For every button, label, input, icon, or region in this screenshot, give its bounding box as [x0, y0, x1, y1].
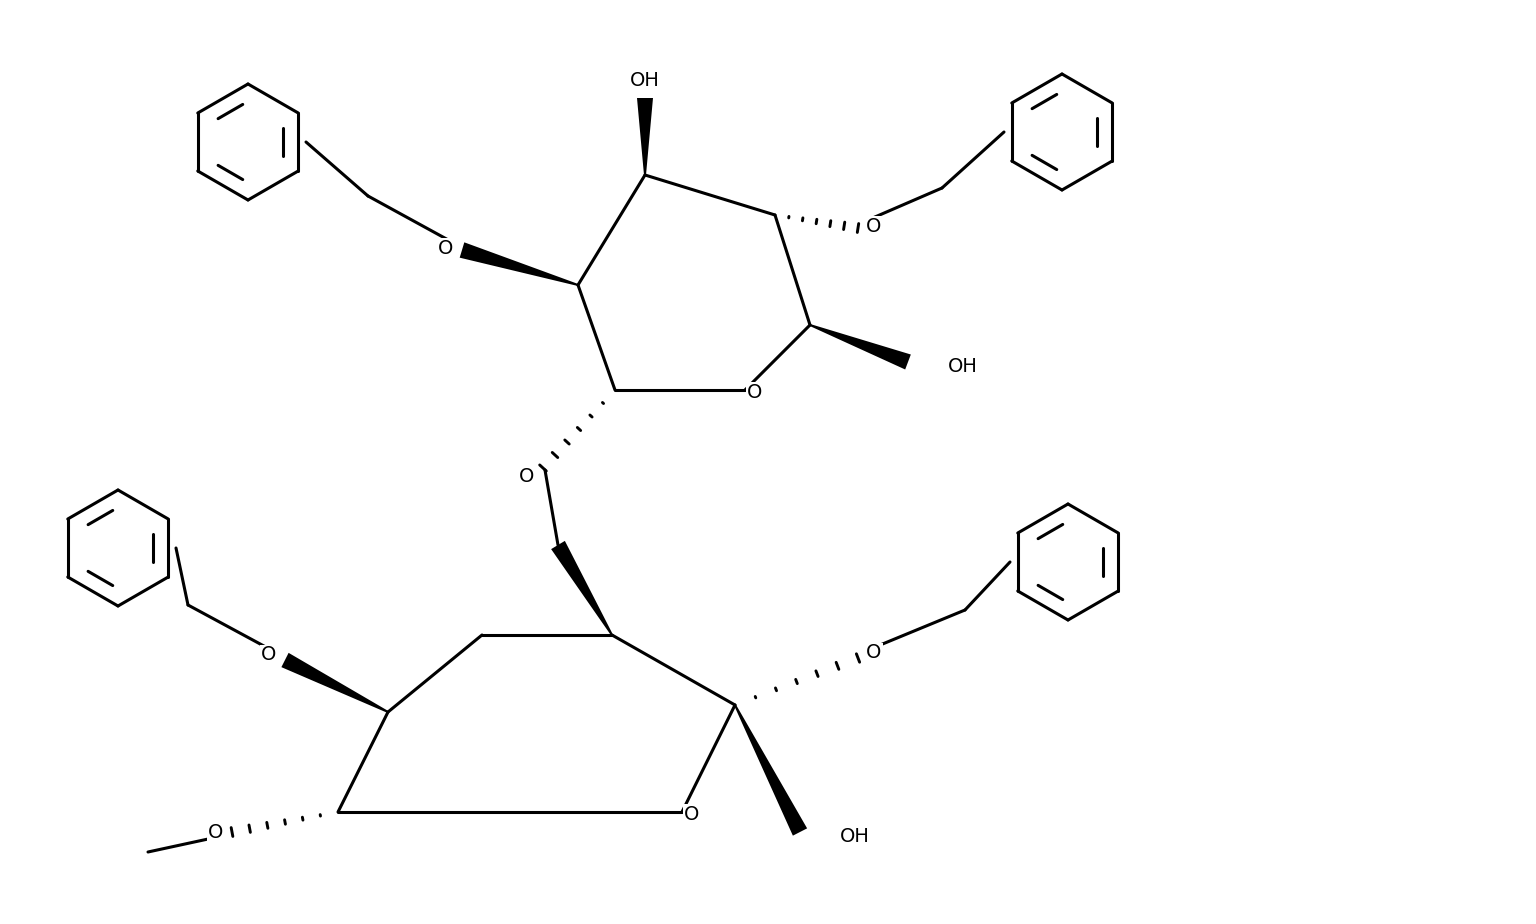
Polygon shape	[637, 98, 653, 175]
Text: O: O	[748, 383, 763, 402]
Text: O: O	[261, 646, 276, 664]
Polygon shape	[734, 704, 806, 835]
Text: OH: OH	[948, 358, 978, 376]
Polygon shape	[459, 242, 578, 286]
Text: O: O	[209, 822, 224, 842]
Text: O: O	[519, 467, 535, 485]
Text: OH: OH	[630, 70, 660, 90]
Text: O: O	[685, 805, 700, 823]
Text: OH: OH	[840, 828, 869, 846]
Polygon shape	[809, 324, 911, 370]
Text: O: O	[438, 238, 453, 258]
Polygon shape	[281, 653, 389, 713]
Text: O: O	[866, 216, 882, 236]
Text: O: O	[866, 643, 882, 663]
Polygon shape	[551, 541, 613, 636]
